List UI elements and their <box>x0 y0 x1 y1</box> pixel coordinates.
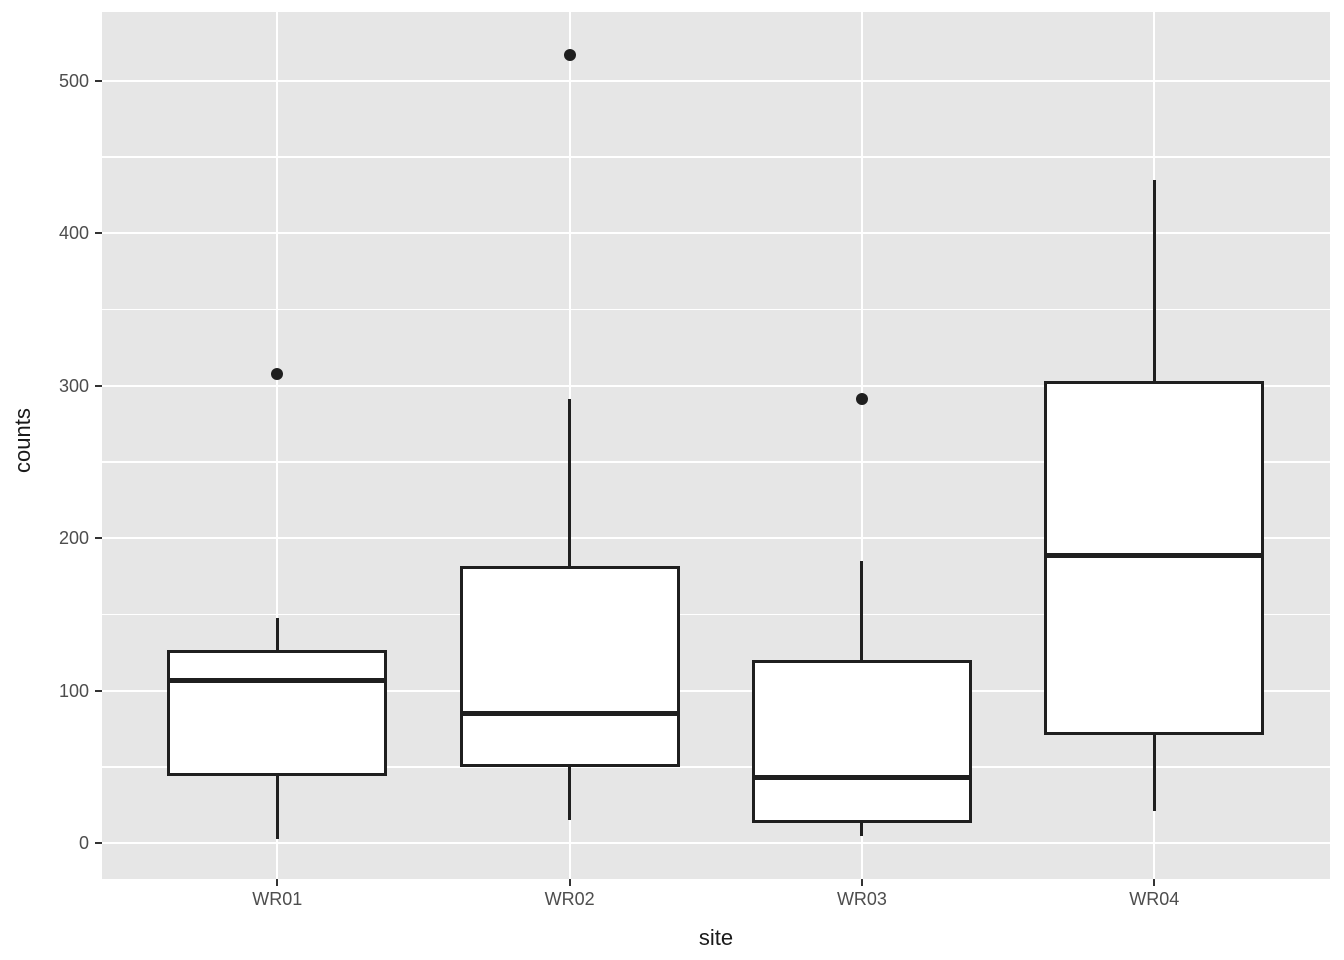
y-tick-mark <box>95 689 102 692</box>
outlier-point <box>271 367 284 380</box>
y-tick-label: 0 <box>78 833 89 854</box>
major-gridline <box>102 79 1330 82</box>
major-gridline <box>102 232 1330 235</box>
x-tick-mark <box>568 879 571 886</box>
lower-whisker <box>1152 735 1156 812</box>
y-tick-label: 500 <box>58 70 89 91</box>
upper-whisker <box>1152 179 1156 382</box>
major-gridline <box>102 842 1330 845</box>
outlier-point <box>855 393 868 406</box>
upper-whisker <box>568 399 572 566</box>
box-iqr <box>167 649 388 777</box>
x-tick-label: WR03 <box>836 889 887 909</box>
minor-gridline <box>102 766 1330 768</box>
minor-gridline <box>102 613 1330 616</box>
x-tick-label: WR01 <box>252 889 303 909</box>
upper-whisker <box>860 561 864 661</box>
y-tick-label: 300 <box>58 375 89 396</box>
y-tick-mark <box>95 384 102 387</box>
median-line <box>1044 552 1265 558</box>
major-gridline <box>102 384 1330 387</box>
y-tick-mark <box>95 232 102 235</box>
y-tick-mark <box>95 79 102 82</box>
y-axis-title: counts <box>10 408 35 473</box>
major-gridline-vertical <box>276 12 279 879</box>
outlier-point <box>563 48 576 61</box>
x-tick-mark <box>860 879 863 886</box>
box-iqr <box>459 565 680 768</box>
lower-whisker <box>275 776 279 839</box>
upper-whisker <box>275 617 279 650</box>
y-tick-label: 400 <box>58 223 89 244</box>
y-tick-label: 200 <box>58 528 89 549</box>
y-tick-mark <box>95 842 102 845</box>
lower-whisker <box>568 767 572 821</box>
median-line <box>459 711 680 717</box>
major-gridline <box>102 537 1330 540</box>
minor-gridline <box>102 461 1330 463</box>
box-iqr <box>751 660 972 824</box>
minor-gridline <box>102 156 1330 158</box>
y-tick-mark <box>95 537 102 540</box>
y-tick-label: 100 <box>58 680 89 701</box>
x-axis-title: site <box>698 925 734 950</box>
lower-whisker <box>860 823 864 836</box>
x-tick-label: WR04 <box>1129 889 1180 909</box>
major-gridline-vertical <box>860 12 863 879</box>
x-tick-label: WR02 <box>544 889 595 909</box>
plot-panel <box>102 12 1330 879</box>
minor-gridline <box>102 308 1330 311</box>
major-gridline <box>102 689 1330 692</box>
x-tick-mark <box>1153 879 1156 886</box>
median-line <box>751 775 972 781</box>
x-tick-mark <box>276 879 279 886</box>
box-iqr <box>1044 381 1265 735</box>
median-line <box>167 677 388 683</box>
